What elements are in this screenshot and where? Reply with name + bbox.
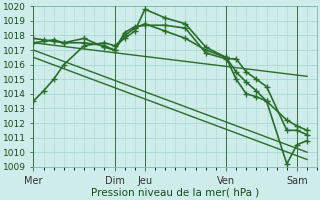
- X-axis label: Pression niveau de la mer( hPa ): Pression niveau de la mer( hPa ): [91, 187, 260, 197]
